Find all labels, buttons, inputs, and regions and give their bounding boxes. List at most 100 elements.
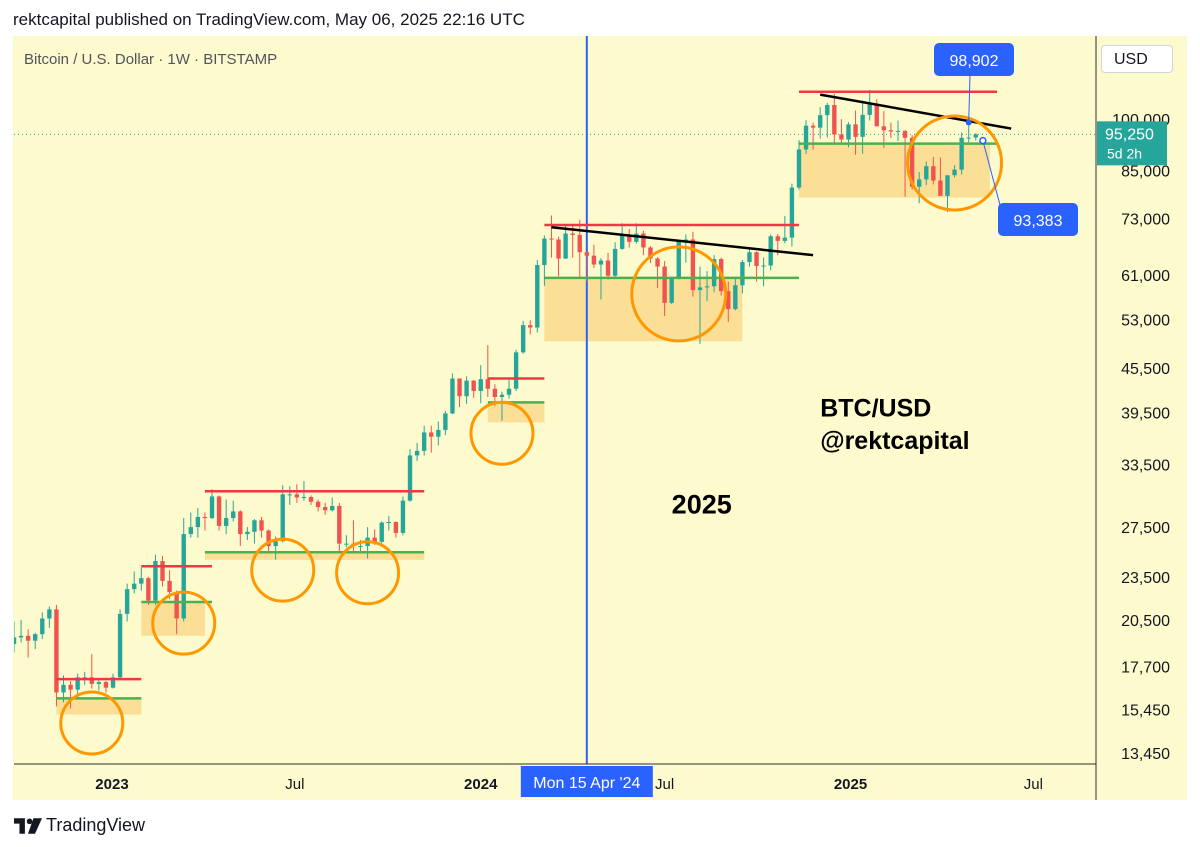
candle-body — [379, 522, 384, 542]
candle-body — [577, 234, 582, 253]
candle-body — [966, 137, 971, 139]
candle-body — [846, 124, 851, 140]
symbol-title: Bitcoin / U.S. Dollar · 1W · BITSTAMP — [24, 51, 278, 68]
candle-body — [874, 104, 879, 127]
callout-leader-lower — [982, 140, 1001, 206]
candle-body — [513, 352, 519, 389]
candle-body — [429, 432, 434, 437]
candle-body — [96, 681, 102, 684]
candle-body — [167, 580, 172, 592]
candle-body — [464, 380, 469, 397]
candle-body — [881, 126, 887, 131]
candle-body — [867, 104, 872, 115]
callout-point-upper — [965, 119, 972, 126]
candle-body — [485, 379, 491, 389]
candle-body — [68, 684, 73, 690]
last-price-label: 95,250 — [1105, 126, 1154, 143]
candle-body — [563, 233, 568, 259]
candle-body — [860, 114, 865, 137]
candle-body — [810, 125, 816, 128]
candle-body — [400, 500, 406, 533]
candle-body — [294, 494, 300, 498]
candle-body — [457, 378, 462, 397]
candle-body — [683, 239, 689, 241]
candle-body — [542, 238, 547, 266]
candle-body — [195, 516, 201, 528]
x-tick-label: 2025 — [834, 776, 867, 793]
candle-body — [789, 187, 795, 238]
candle-body — [591, 255, 597, 265]
candle-body — [280, 494, 285, 542]
crosshair-date-label: Mon 15 Apr '24 — [533, 775, 640, 792]
candle-body — [301, 496, 307, 498]
candle-body — [938, 180, 943, 196]
candle-body — [627, 234, 632, 242]
candle-body — [188, 527, 193, 535]
candle-body — [499, 394, 505, 398]
callout-box-upper — [934, 43, 1014, 76]
y-tick-label: 17,700 — [1121, 659, 1170, 676]
candle-body — [669, 277, 674, 303]
candle-body — [443, 413, 448, 430]
chart-area[interactable] — [13, 36, 1187, 800]
candle-body — [570, 233, 575, 235]
candle-body — [146, 578, 151, 601]
candle-body — [61, 684, 66, 693]
candle-body — [520, 325, 526, 353]
candle-body — [676, 240, 681, 278]
x-tick-label: 2024 — [464, 776, 498, 793]
candle-body — [344, 543, 349, 545]
candle-body — [209, 496, 215, 519]
candle-body — [47, 609, 52, 619]
candle-body — [478, 379, 483, 391]
currency-button[interactable]: USD — [1101, 45, 1173, 73]
candle-body — [825, 105, 830, 116]
candle-body — [273, 541, 278, 547]
candle-body — [103, 681, 109, 688]
highlight-circle — [151, 590, 217, 656]
candle-body — [952, 169, 957, 176]
candle-body — [506, 388, 512, 395]
candle-body — [839, 134, 844, 140]
candle-body — [54, 609, 59, 693]
candle-body — [648, 247, 653, 259]
y-tick-label: 27,500 — [1121, 520, 1170, 537]
candle-body — [832, 105, 837, 135]
candle-body — [315, 501, 321, 508]
candle-body — [662, 266, 667, 303]
candle-body — [266, 530, 271, 547]
candle-body — [139, 578, 144, 584]
candle-body — [238, 511, 243, 535]
candle-body — [287, 494, 292, 496]
candle-body — [528, 325, 533, 328]
candle-body — [931, 166, 936, 181]
candle-body — [89, 677, 94, 684]
candle-body — [704, 286, 710, 288]
y-tick-label: 61,000 — [1121, 268, 1170, 285]
annotation-pair: BTC/USD — [820, 395, 931, 423]
candle-body — [634, 233, 639, 242]
candle-body — [245, 531, 250, 535]
candle-body — [14, 637, 17, 645]
candle-body — [556, 239, 561, 259]
y-tick-label: 23,500 — [1121, 570, 1170, 587]
range-box — [544, 277, 743, 342]
candle-body — [959, 137, 964, 170]
y-tick-label: 85,000 — [1121, 163, 1170, 180]
candle-body — [132, 583, 137, 590]
x-tick-label: Jul — [285, 776, 304, 793]
candle-body — [223, 518, 229, 526]
annotation-author: @rektcapital — [820, 427, 969, 455]
candle-body — [308, 496, 314, 502]
candle-body — [436, 429, 441, 437]
highlight-circle — [250, 537, 316, 603]
crosshair-date-box — [520, 766, 653, 797]
last-price-countdown: 5d 2h — [1107, 145, 1142, 161]
y-tick-label: 45,500 — [1121, 361, 1170, 378]
candle-body — [973, 134, 978, 138]
candle-body — [733, 285, 738, 310]
candle-body — [598, 260, 604, 265]
candle-body — [259, 520, 264, 531]
tradingview-logo[interactable]: TradingView — [14, 815, 145, 836]
